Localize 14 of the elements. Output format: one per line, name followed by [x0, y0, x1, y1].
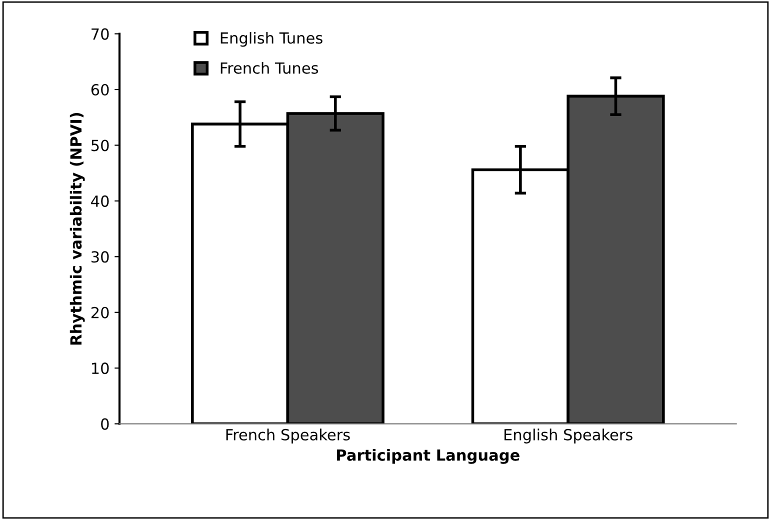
- x-tick-label: English Speakers: [504, 428, 632, 444]
- y-tick-label: 30: [92, 251, 109, 263]
- legend-label: English Tunes: [220, 32, 322, 47]
- y-tick-label: 10: [92, 362, 109, 374]
- legend-label: French Tunes: [220, 62, 318, 74]
- x-axis-title: Participant Language: [337, 449, 520, 464]
- y-tick-label: 20: [91, 306, 109, 318]
- y-tick-label: 60: [91, 84, 109, 96]
- y-tick-label: 70: [92, 28, 109, 40]
- y-axis-title: Rhythmic variability (NPVI): [70, 112, 85, 345]
- y-tick-label: 40: [91, 195, 109, 207]
- y-tick-label: 0: [101, 418, 109, 430]
- y-tick-label: 50: [92, 140, 109, 152]
- x-tick-label: French Speakers: [226, 428, 350, 444]
